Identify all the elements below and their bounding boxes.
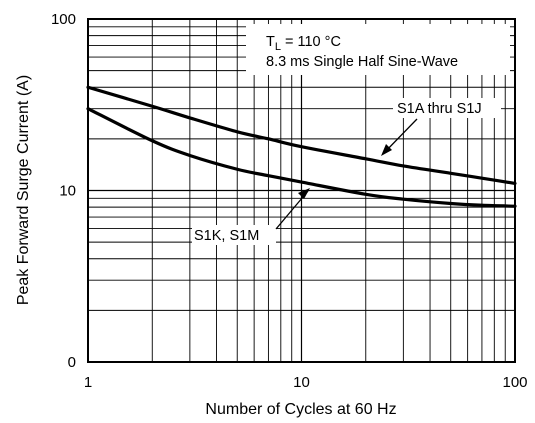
- plot-frame: [87, 18, 516, 363]
- series-label-s1a-thru-s1j: S1A thru S1J: [381, 98, 501, 156]
- series-label-s1a-background: [393, 98, 501, 118]
- curve-s1k-s1m: [86, 107, 517, 208]
- x-tick-label: 100: [502, 374, 527, 391]
- x-tick-labels: 1 10 100: [84, 374, 528, 391]
- curve-layer: [86, 85, 517, 208]
- x-axis-title: Number of Cycles at 60 Hz: [205, 401, 396, 418]
- waveform-text: 8.3 ms Single Half Sine-Wave: [266, 54, 458, 70]
- series-label-s1k-background: [192, 225, 276, 245]
- y-tick-label: 0: [68, 354, 76, 371]
- condition-prefix: T: [266, 34, 275, 50]
- x-tick-label: 10: [293, 374, 310, 391]
- series-label-s1k-s1m: S1K, S1M: [192, 188, 310, 245]
- y-tick-label: 100: [51, 11, 76, 28]
- condition-box-background: [246, 24, 510, 75]
- condition-box: TL = 110 °C 8.3 ms Single Half Sine-Wave: [246, 24, 510, 75]
- series-label-s1a-arrowhead: [381, 144, 392, 156]
- condition-value: = 110 °C: [281, 34, 341, 50]
- series-label-s1k-text: S1K, S1M: [194, 228, 259, 244]
- y-tick-labels: 0 10 100: [51, 11, 76, 371]
- series-label-s1k-arrowhead: [298, 188, 310, 199]
- curve-s1a-thru-s1j: [86, 85, 517, 185]
- y-axis-title: Peak Forward Surge Current (A): [15, 75, 32, 305]
- condition-subscript: L: [275, 41, 281, 53]
- y-tick-label: 10: [59, 183, 76, 200]
- x-tick-label: 1: [84, 374, 92, 391]
- condition-text: TL = 110 °C: [266, 34, 341, 53]
- series-label-s1a-text: S1A thru S1J: [397, 101, 482, 117]
